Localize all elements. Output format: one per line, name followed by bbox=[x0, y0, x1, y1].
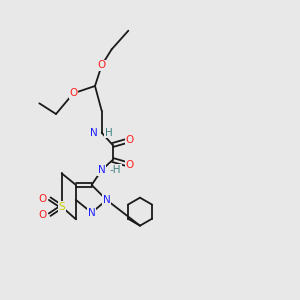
Text: O: O bbox=[69, 88, 77, 98]
Text: N: N bbox=[103, 195, 110, 205]
Text: H: H bbox=[105, 128, 112, 138]
Text: O: O bbox=[98, 60, 106, 70]
Text: N: N bbox=[98, 165, 106, 175]
Text: N: N bbox=[88, 208, 95, 218]
Text: S: S bbox=[58, 202, 65, 212]
Text: N: N bbox=[90, 128, 98, 138]
Text: O: O bbox=[38, 194, 47, 204]
Text: O: O bbox=[38, 210, 47, 220]
Text: O: O bbox=[126, 135, 134, 145]
Text: O: O bbox=[126, 160, 134, 170]
Text: -H: -H bbox=[110, 165, 121, 175]
